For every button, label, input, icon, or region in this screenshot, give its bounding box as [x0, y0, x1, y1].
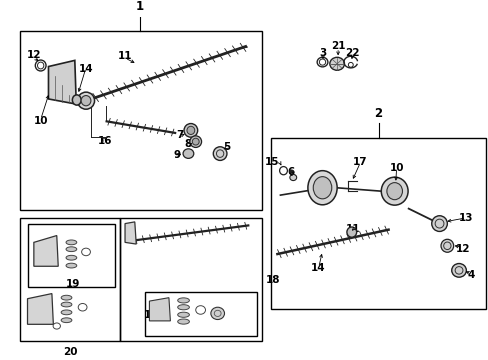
Ellipse shape [177, 298, 189, 303]
Ellipse shape [210, 307, 224, 320]
Bar [20, 219, 120, 341]
Ellipse shape [177, 319, 189, 324]
Ellipse shape [381, 177, 407, 205]
Ellipse shape [313, 177, 331, 199]
Polygon shape [34, 235, 58, 266]
Ellipse shape [66, 255, 77, 260]
Ellipse shape [213, 147, 226, 161]
Ellipse shape [386, 183, 402, 200]
Text: 19: 19 [65, 279, 80, 289]
Text: 19: 19 [143, 310, 158, 320]
Text: 3: 3 [319, 48, 326, 58]
Text: 6: 6 [286, 167, 294, 177]
Polygon shape [149, 298, 170, 321]
Text: 18: 18 [265, 275, 280, 285]
Ellipse shape [186, 126, 194, 135]
Text: 13: 13 [458, 213, 473, 224]
Ellipse shape [61, 310, 72, 315]
Text: 11: 11 [346, 224, 360, 234]
Ellipse shape [66, 263, 77, 268]
Text: 7: 7 [176, 130, 183, 140]
Text: 4: 4 [467, 270, 474, 280]
Ellipse shape [77, 92, 94, 109]
Polygon shape [125, 222, 136, 244]
Ellipse shape [61, 295, 72, 300]
Ellipse shape [192, 138, 199, 145]
Text: 22: 22 [345, 48, 359, 58]
Bar [20, 31, 261, 210]
Text: 10: 10 [33, 116, 48, 126]
Text: 8: 8 [184, 139, 192, 149]
Polygon shape [48, 60, 76, 104]
Text: 10: 10 [388, 163, 403, 173]
Bar [271, 138, 485, 309]
Ellipse shape [72, 95, 81, 105]
Text: 21: 21 [330, 41, 345, 51]
Text: 12: 12 [26, 50, 41, 60]
Text: 16: 16 [98, 136, 113, 145]
Ellipse shape [307, 171, 336, 205]
Ellipse shape [66, 240, 77, 245]
Bar [144, 292, 256, 336]
Ellipse shape [177, 312, 189, 317]
Text: 2: 2 [374, 107, 382, 120]
Text: 12: 12 [455, 243, 469, 253]
Ellipse shape [183, 149, 193, 158]
Ellipse shape [431, 216, 447, 231]
Text: 14: 14 [79, 64, 93, 74]
Text: 20: 20 [62, 347, 77, 357]
Text: 15: 15 [264, 157, 279, 167]
Bar [27, 224, 115, 287]
Ellipse shape [183, 123, 197, 137]
Bar [120, 219, 261, 341]
Ellipse shape [451, 264, 466, 277]
Text: 17: 17 [352, 157, 367, 167]
Ellipse shape [329, 57, 344, 70]
Ellipse shape [177, 305, 189, 310]
Ellipse shape [61, 302, 72, 307]
Polygon shape [27, 294, 53, 324]
Ellipse shape [189, 136, 201, 148]
Ellipse shape [81, 95, 91, 106]
Text: 1: 1 [135, 0, 143, 13]
Text: 5: 5 [223, 143, 230, 152]
Ellipse shape [66, 247, 77, 252]
Text: 9: 9 [173, 150, 181, 160]
Ellipse shape [346, 227, 356, 237]
Ellipse shape [440, 239, 453, 252]
Text: 11: 11 [118, 51, 132, 61]
Ellipse shape [61, 318, 72, 323]
Text: 14: 14 [311, 263, 325, 273]
Ellipse shape [289, 175, 296, 181]
